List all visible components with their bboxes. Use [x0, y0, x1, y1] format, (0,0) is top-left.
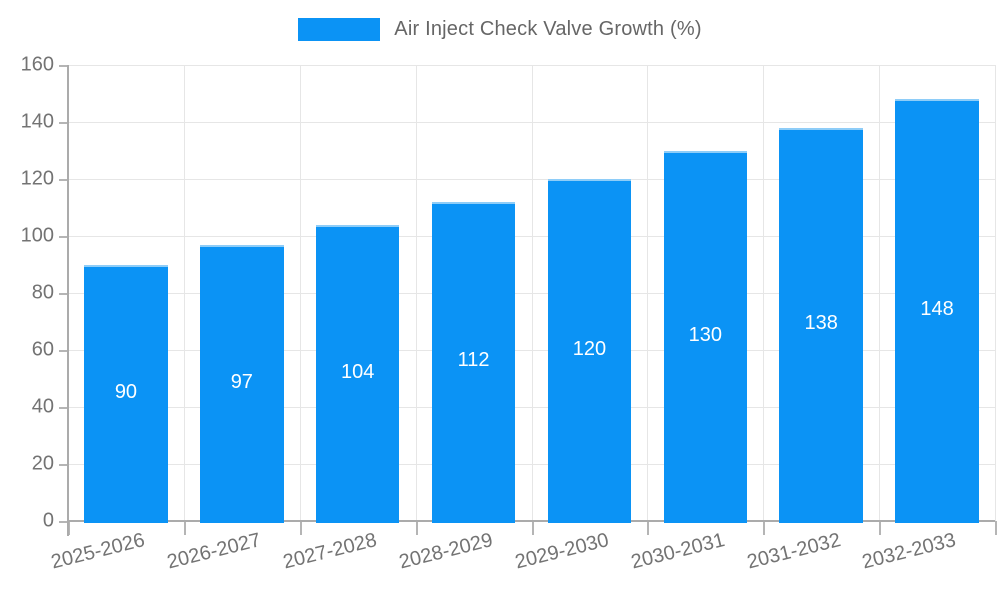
y-axis-tick-label: 160	[20, 53, 54, 76]
y-axis-tick	[59, 464, 67, 466]
y-axis-tick	[59, 350, 67, 352]
x-axis-tick	[68, 521, 70, 535]
x-axis-tick	[415, 521, 418, 535]
x-axis-tick-label: 2032-2033	[860, 529, 959, 574]
x-axis-tick-label: 2031-2032	[744, 529, 843, 574]
bar[interactable]	[779, 127, 863, 523]
x-axis-tick	[647, 521, 650, 535]
x-axis-tick-label: 2028-2029	[396, 529, 495, 574]
y-axis-tick	[59, 179, 67, 181]
y-axis-tick-label: 120	[20, 167, 54, 190]
x-axis-tick-label: 2029-2030	[512, 529, 611, 574]
gridline-vertical	[763, 65, 765, 521]
gridline-vertical	[647, 65, 649, 521]
y-axis-tick-label: 80	[31, 281, 54, 304]
x-axis-tick-label: 2026-2027	[164, 529, 264, 574]
bar[interactable]	[547, 179, 632, 523]
x-axis-tick	[879, 521, 882, 535]
y-axis-tick	[59, 65, 67, 67]
y-axis-tick	[59, 122, 67, 124]
y-axis-tick-label: 20	[31, 452, 54, 475]
x-axis-tick-label: 2030-2031	[628, 529, 727, 574]
gridline-vertical	[299, 65, 301, 521]
plot-area: 0 20 40 60 80 100 120 140 160 90 2025-2026 97 2026-2…	[21, 54, 997, 573]
y-axis-line	[67, 65, 69, 536]
y-axis-tick-label: 60	[31, 338, 54, 361]
x-axis-tick	[763, 521, 766, 535]
bar[interactable]	[663, 150, 748, 523]
x-axis-tick	[183, 521, 186, 535]
bar[interactable]	[84, 264, 168, 523]
bar[interactable]	[895, 99, 979, 523]
bar[interactable]	[200, 244, 284, 523]
gridline-vertical	[531, 65, 533, 521]
y-axis-tick	[59, 407, 67, 409]
y-axis-tick-label: 140	[20, 110, 54, 133]
gridline-vertical	[183, 65, 185, 521]
gridline-vertical	[879, 65, 881, 521]
x-axis-tick	[531, 521, 534, 535]
y-axis-tick-label: 0	[42, 509, 54, 532]
x-axis-tick-label: 2027-2028	[280, 529, 380, 574]
chart-legend[interactable]: Air Inject Check Valve Growth (%)	[0, 18, 1000, 41]
x-axis-tick-label: 2025-2026	[49, 529, 148, 574]
x-axis-tick	[299, 521, 302, 535]
y-axis-tick-label: 100	[20, 224, 54, 247]
y-axis-tick	[59, 521, 67, 523]
gridline-vertical	[415, 65, 417, 521]
y-axis-tick	[59, 293, 67, 295]
legend-label: Air Inject Check Valve Growth (%)	[394, 18, 702, 40]
y-axis-tick-label: 40	[31, 395, 54, 418]
bar[interactable]	[431, 201, 516, 523]
gridline-vertical	[995, 65, 996, 521]
legend-swatch	[298, 18, 381, 41]
x-axis-line	[68, 520, 995, 522]
y-axis-tick	[59, 236, 67, 238]
bar[interactable]	[315, 224, 400, 523]
x-axis-tick	[995, 521, 997, 535]
